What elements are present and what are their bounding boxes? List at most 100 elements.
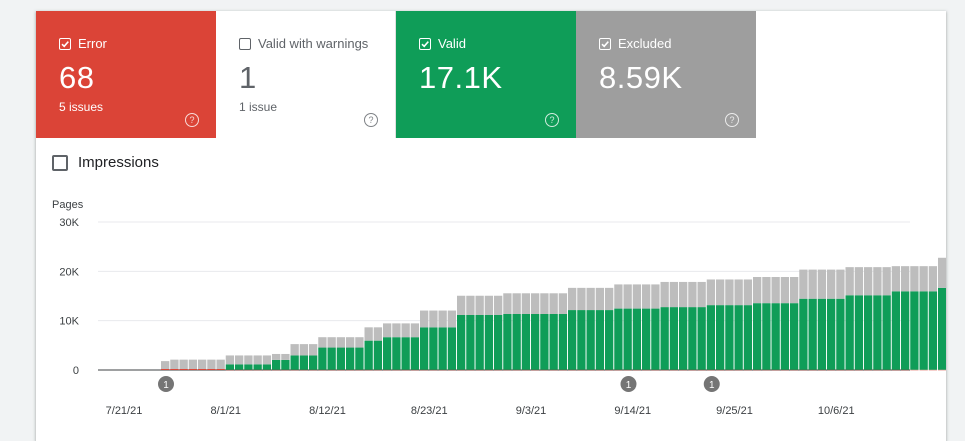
bar-valid (614, 308, 623, 370)
tile-valid[interactable]: Valid 17.1K ? (396, 11, 576, 138)
bar-error (827, 369, 836, 371)
bar-excluded (420, 310, 429, 328)
bar-valid (438, 327, 447, 370)
bar-error (281, 369, 290, 371)
y-tick-label: 10K (59, 316, 79, 328)
help-icon[interactable]: ? (545, 113, 559, 127)
bar-excluded (901, 266, 910, 292)
status-tiles: Error 68 5 issues ? Valid with warnings … (36, 11, 756, 138)
bar-excluded (799, 269, 808, 299)
impressions-toggle[interactable]: Impressions (52, 154, 159, 171)
checkbox-checked-icon[interactable] (419, 37, 431, 50)
bar-error (346, 369, 355, 371)
bar-error (531, 369, 540, 371)
bar-valid (475, 314, 484, 370)
bar-excluded (854, 267, 864, 296)
bar-valid (225, 364, 235, 370)
impressions-label: Impressions (78, 154, 159, 171)
bar-error (336, 369, 346, 371)
bar-excluded (521, 293, 531, 315)
bar-error (447, 369, 457, 371)
bar-excluded (401, 323, 410, 338)
x-tick-label: 7/21/21 (106, 405, 143, 417)
bar-excluded (679, 281, 688, 308)
bar-error (595, 369, 605, 371)
bar-excluded (864, 267, 873, 296)
bar-valid (595, 310, 605, 370)
bar-valid (531, 314, 540, 370)
bar-error (503, 369, 512, 371)
bar-error (327, 369, 336, 371)
bar-valid (725, 305, 734, 370)
bar-error (753, 369, 762, 371)
bar-valid (771, 303, 780, 370)
bar-error (475, 369, 484, 371)
bar-excluded (336, 337, 346, 348)
bar-excluded (697, 281, 706, 308)
bar-error (272, 369, 281, 371)
bar-error (688, 369, 697, 371)
bar-error (318, 369, 327, 371)
bar-error (873, 369, 882, 371)
bar-excluded (891, 266, 901, 292)
bar-excluded (688, 281, 697, 308)
bar-error (299, 369, 309, 371)
bar-valid (262, 364, 272, 370)
bar-error (179, 369, 188, 370)
tile-valid-with-warnings[interactable]: Valid with warnings 1 1 issue ? (216, 11, 396, 138)
bar-error (669, 369, 679, 371)
bar-excluded (262, 355, 272, 365)
bar-excluded (466, 295, 475, 315)
bar-valid (503, 314, 512, 370)
bar-error (780, 369, 790, 371)
bar-valid (706, 305, 716, 370)
bar-error (262, 369, 272, 371)
y-tick-label: 20K (59, 266, 79, 278)
checkbox-unchecked-icon[interactable] (239, 37, 251, 50)
help-icon[interactable]: ? (185, 113, 199, 127)
checkbox-checked-icon[interactable] (59, 37, 71, 50)
bar-excluded (170, 359, 179, 370)
bar-valid (401, 337, 410, 370)
help-icon[interactable]: ? (725, 113, 739, 127)
x-tick-label: 9/25/21 (716, 405, 753, 417)
bar-valid (623, 308, 632, 370)
bar-excluded (503, 293, 512, 315)
bar-error (466, 369, 475, 371)
bar-excluded (836, 269, 845, 299)
bar-valid (836, 298, 845, 370)
tile-excluded-header: Excluded (599, 36, 671, 51)
bar-valid (605, 310, 614, 370)
bar-error (882, 369, 891, 371)
bar-valid (864, 295, 873, 370)
bar-excluded (198, 359, 207, 370)
bar-excluded (225, 355, 235, 365)
tile-error-issues: 5 issues (59, 100, 104, 114)
bar-excluded (410, 323, 420, 338)
bar-excluded (364, 327, 373, 341)
impressions-checkbox[interactable] (52, 154, 68, 171)
bar-valid (447, 327, 457, 370)
checkbox-checked-icon[interactable] (599, 37, 611, 50)
bar-excluded (938, 257, 946, 288)
bar-error (771, 369, 780, 371)
bar-valid (586, 310, 595, 370)
bar-error (540, 369, 549, 371)
bar-error (392, 369, 401, 371)
bar-valid (253, 364, 262, 370)
bar-error (901, 369, 910, 371)
tile-error[interactable]: Error 68 5 issues ? (36, 11, 216, 138)
bar-valid (901, 291, 910, 370)
bar-error (438, 369, 447, 371)
bar-valid (854, 295, 864, 370)
bar-valid (410, 337, 420, 370)
bar-valid (679, 307, 688, 370)
bar-excluded (660, 281, 669, 308)
bar-valid (420, 327, 429, 370)
bar-excluded (651, 284, 660, 309)
bar-error (549, 369, 558, 371)
bar-excluded (383, 323, 392, 338)
bar-excluded (438, 310, 447, 328)
help-icon[interactable]: ? (364, 113, 378, 127)
tile-excluded[interactable]: Excluded 8.59K ? (576, 11, 756, 138)
